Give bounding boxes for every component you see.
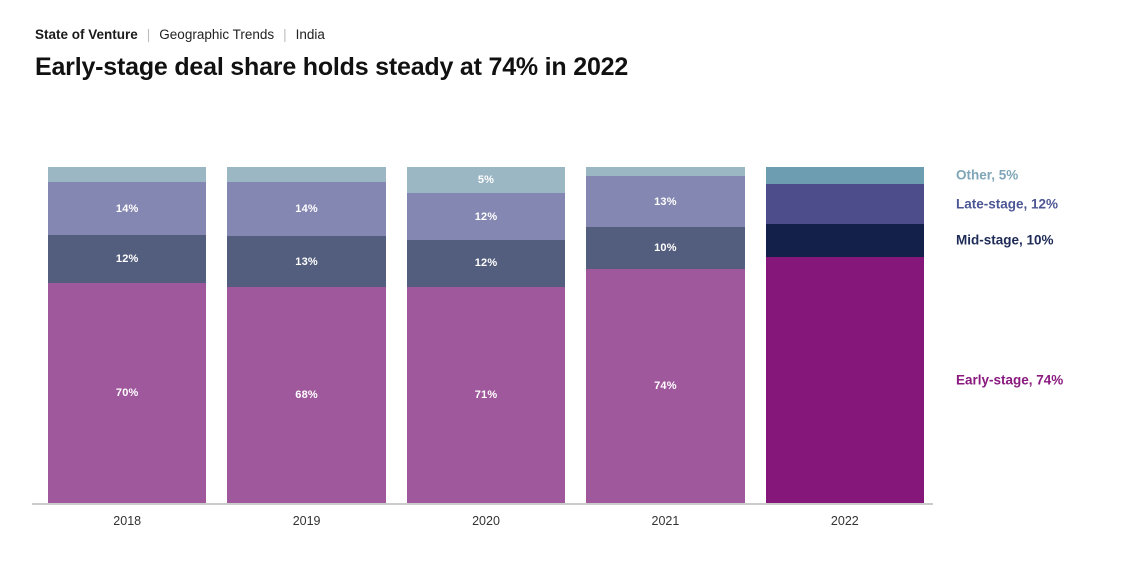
segment-value-label: 71% — [474, 388, 498, 401]
segment-mid-stage-2018: 12% — [48, 235, 207, 284]
breadcrumb-item-india[interactable]: India — [295, 27, 325, 42]
segment-value-label: 14% — [115, 202, 139, 215]
segment-value-label: 10% — [654, 242, 677, 254]
segment-mid-stage-2022 — [765, 223, 925, 257]
breadcrumb-item-state-of-venture[interactable]: State of Venture — [35, 27, 138, 42]
segment-other-2018 — [48, 167, 207, 182]
breadcrumb-item-geographic-trends[interactable]: Geographic Trends — [159, 27, 275, 42]
segment-early-stage-2018: 70% — [48, 283, 207, 503]
segment-early-stage-2019: 68% — [227, 287, 386, 503]
segment-value-label: 12% — [115, 253, 139, 266]
breadcrumb: State of Venture | Geographic Trends | I… — [35, 26, 1122, 43]
segment-mid-stage-2020: 12% — [406, 239, 566, 287]
bar-2022: 2022 — [765, 167, 925, 528]
x-axis-label-2020: 2020 — [472, 514, 500, 528]
bar-2020: 5% 12% 12% 71% 2020 — [406, 167, 566, 528]
legend-item-early-stage: Early-stage, 74% — [956, 372, 1064, 388]
legend: Other, 5% Late-stage, 12% Mid-stage, 10% Ea… — [956, 167, 1122, 503]
breadcrumb-separator: | — [283, 27, 287, 42]
legend-item-other: Other, 5% — [956, 167, 1019, 183]
segment-value-label: 12% — [474, 210, 498, 223]
segment-other-2021 — [586, 167, 745, 176]
segment-mid-stage-2019: 13% — [227, 236, 386, 287]
segment-value-label: 68% — [295, 389, 318, 401]
segment-other-2020: 5% — [406, 167, 566, 194]
bar-2021: 13% 10% 74% 2021 — [586, 167, 745, 528]
segment-late-stage-2020: 12% — [406, 193, 566, 240]
segment-value-label: 14% — [295, 203, 318, 215]
bar-2018: 14% 12% 70% 2018 — [48, 167, 207, 528]
x-axis-label-2019: 2019 — [292, 514, 321, 528]
segment-late-stage-2018: 14% — [48, 181, 207, 236]
segment-value-label: 13% — [654, 195, 677, 208]
x-axis-label-2022: 2022 — [830, 514, 859, 528]
x-axis-line — [32, 503, 933, 505]
page-title: Early-stage deal share holds steady at 7… — [35, 53, 629, 81]
legend-item-late-stage: Late-stage, 12% — [956, 196, 1059, 212]
segment-value-label: 13% — [295, 255, 318, 268]
segment-mid-stage-2021: 10% — [586, 227, 745, 269]
breadcrumb-separator: | — [146, 27, 151, 42]
x-axis-label-2018: 2018 — [113, 514, 142, 528]
segment-value-label: 70% — [115, 387, 139, 400]
segment-early-stage-2020: 71% — [406, 286, 566, 504]
segment-late-stage-2021: 13% — [586, 176, 745, 227]
segment-value-label: 5% — [477, 174, 495, 187]
segment-other-2019 — [227, 167, 386, 182]
segment-late-stage-2022 — [765, 183, 925, 224]
legend-item-mid-stage: Mid-stage, 10% — [956, 232, 1054, 248]
segment-early-stage-2022 — [765, 256, 925, 503]
segment-value-label: 74% — [654, 380, 677, 392]
x-axis-label-2021: 2021 — [651, 514, 680, 528]
segment-early-stage-2021: 74% — [586, 269, 745, 503]
bar-2019: 14% 13% 68% 2019 — [227, 167, 386, 528]
stacked-bar-chart: 14% 12% 70% 2018 14% 13% 68% 2019 5% 12% 12% 71% 202… — [32, 167, 1122, 567]
segment-value-label: 12% — [474, 257, 498, 270]
bars-container: 14% 12% 70% 2018 14% 13% 68% 2019 5% 12% 12% 71% 202… — [48, 167, 925, 528]
segment-other-2022 — [765, 167, 925, 184]
segment-late-stage-2019: 14% — [227, 182, 386, 236]
